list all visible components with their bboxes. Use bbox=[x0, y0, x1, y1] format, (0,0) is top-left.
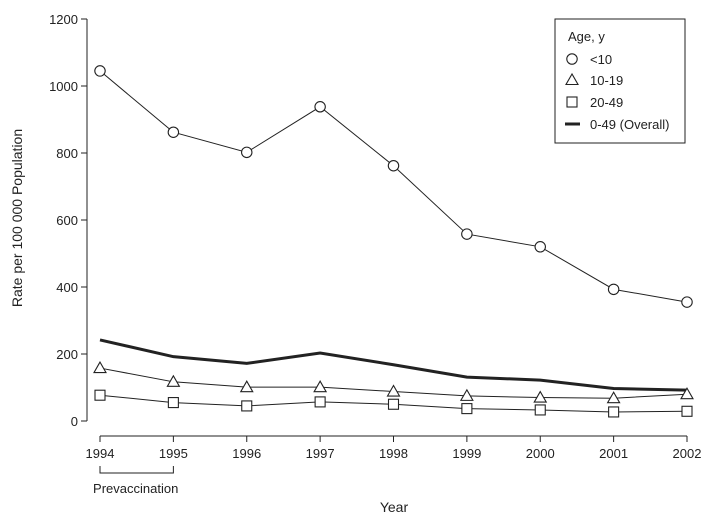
x-tick-label: 1997 bbox=[306, 446, 335, 461]
x-tick-label: 2000 bbox=[526, 446, 555, 461]
y-tick-label: 600 bbox=[56, 213, 78, 228]
legend-label-circle: <10 bbox=[590, 52, 612, 67]
y-tick-label: 400 bbox=[56, 280, 78, 295]
x-tick-label: 1995 bbox=[159, 446, 188, 461]
data-point-triangle bbox=[93, 360, 107, 374]
legend-swatch-square bbox=[566, 96, 578, 108]
markers-layer bbox=[93, 65, 694, 418]
axes: 0 200 400 600 800 1000 1200 1994 1995 1996 1997 199… bbox=[49, 12, 701, 461]
y-axis-title: Rate per 100 000 Population bbox=[9, 129, 25, 307]
data-point-triangle bbox=[166, 374, 181, 387]
x-tick-label: 1994 bbox=[86, 446, 115, 461]
x-tick-label: 2001 bbox=[599, 446, 628, 461]
x-tick-label: 1999 bbox=[452, 446, 481, 461]
data-point-square bbox=[387, 398, 400, 410]
data-point-circle bbox=[167, 126, 180, 138]
x-tick-label: 2002 bbox=[673, 446, 702, 461]
data-point-triangle bbox=[386, 384, 401, 397]
annotation-bracket bbox=[99, 466, 174, 474]
data-point-square bbox=[681, 405, 693, 417]
data-point-circle bbox=[607, 283, 620, 296]
data-point-square bbox=[314, 396, 326, 408]
data-point-circle bbox=[94, 65, 106, 77]
data-point-circle bbox=[461, 228, 473, 240]
y-tick-label: 1000 bbox=[49, 79, 78, 94]
y-tick-label: 200 bbox=[56, 347, 78, 362]
data-point-square bbox=[241, 400, 253, 412]
legend-swatch-circle bbox=[566, 53, 578, 65]
data-point-triangle bbox=[313, 380, 328, 393]
x-tick-label: 1996 bbox=[232, 446, 261, 461]
legend-label-triangle: 10-19 bbox=[590, 73, 623, 88]
data-point-triangle bbox=[533, 390, 548, 403]
annotation-label: Prevaccination bbox=[93, 481, 178, 496]
legend: Age, y <10 10-19 20-49 0-49 (Overall) bbox=[554, 18, 686, 144]
x-tick-label: 1998 bbox=[379, 446, 408, 461]
data-point-circle bbox=[534, 241, 546, 253]
series-line-overall bbox=[99, 338, 688, 392]
legend-swatch-triangle bbox=[565, 72, 579, 86]
data-point-circle bbox=[387, 159, 400, 172]
y-tick-label: 0 bbox=[71, 414, 78, 429]
legend-label-overall: 0-49 (Overall) bbox=[590, 117, 669, 132]
data-point-square bbox=[167, 397, 179, 409]
x-axis-title: Year bbox=[380, 499, 409, 515]
data-point-circle bbox=[681, 296, 693, 308]
y-tick-label: 800 bbox=[56, 146, 78, 161]
data-point-square bbox=[461, 403, 473, 415]
data-point-triangle bbox=[459, 388, 474, 401]
data-point-square bbox=[534, 404, 546, 416]
data-point-square bbox=[94, 389, 106, 401]
data-point-circle bbox=[241, 146, 253, 159]
data-point-triangle bbox=[239, 380, 254, 393]
prevaccination-annotation: Prevaccination bbox=[93, 466, 178, 496]
legend-label-square: 20-49 bbox=[590, 95, 623, 110]
y-tick-label: 1200 bbox=[49, 12, 78, 27]
data-point-triangle bbox=[606, 391, 621, 404]
data-point-square bbox=[608, 406, 620, 418]
legend-title: Age, y bbox=[568, 29, 605, 44]
legend-box bbox=[554, 18, 686, 144]
data-point-triangle bbox=[680, 387, 694, 400]
data-point-circle bbox=[314, 101, 326, 113]
